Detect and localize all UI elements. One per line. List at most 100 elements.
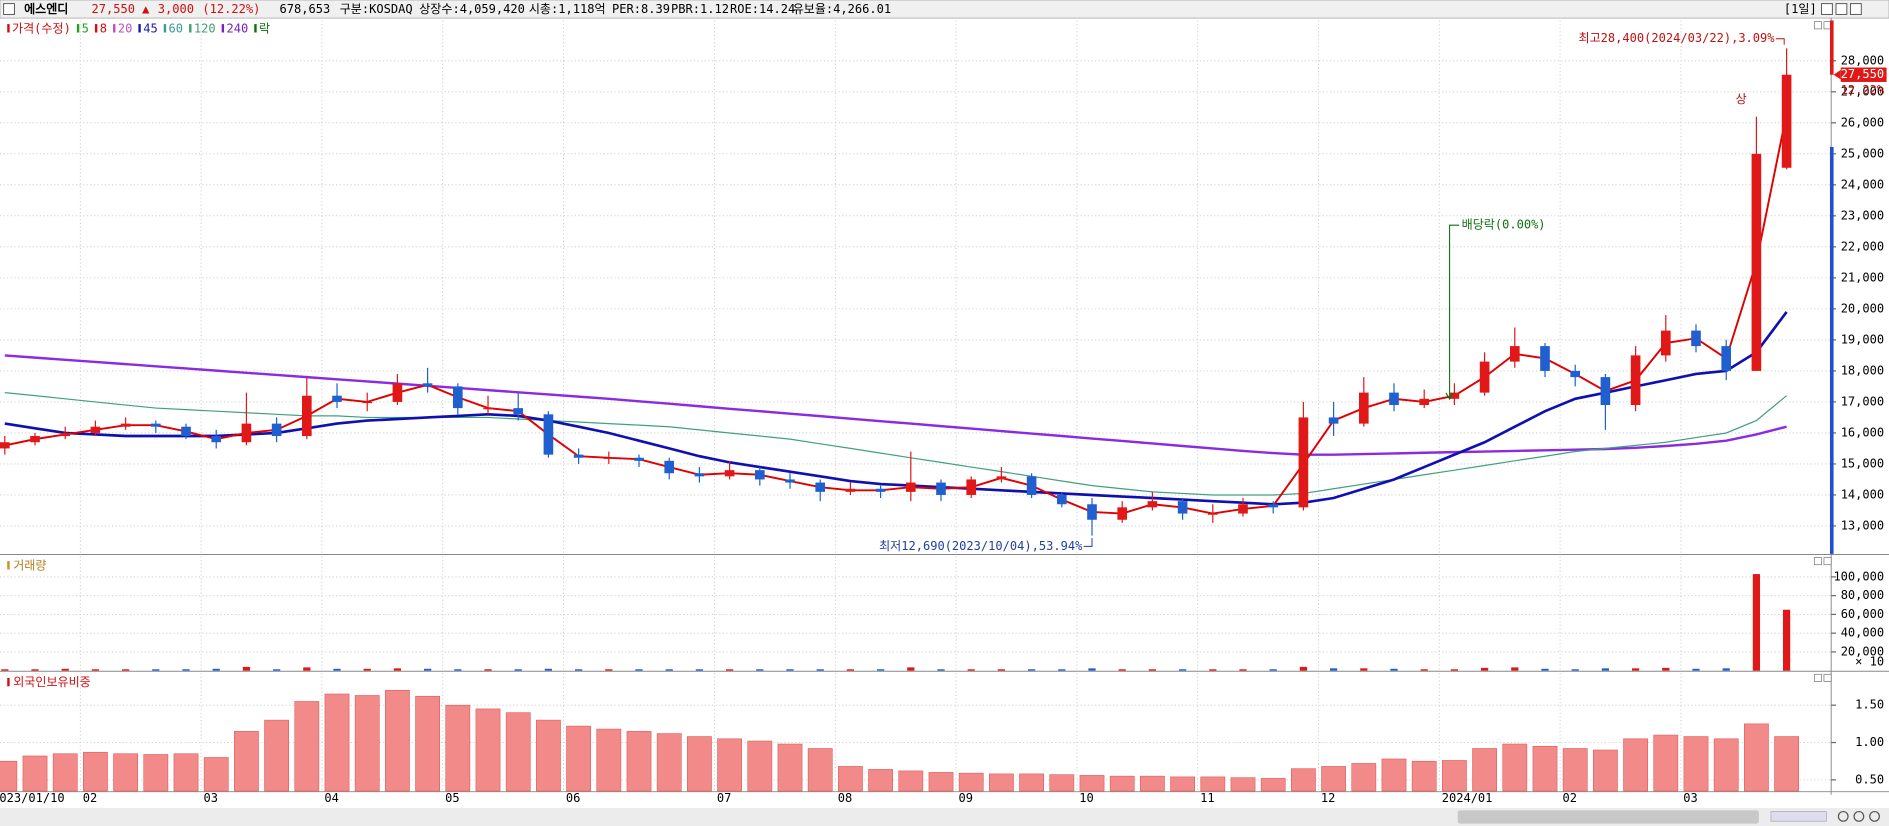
bar [273,669,281,671]
legend-label: 60 [169,21,184,35]
legend-swatch [7,677,10,687]
bar [596,728,622,792]
y-tick-label: 21,000 [1841,270,1884,284]
bar [61,668,69,671]
bar [1140,775,1165,792]
bar [937,669,945,671]
bar [113,753,138,792]
x-tick-label: 03 [1683,791,1698,805]
bar [1230,777,1256,792]
bar [1299,666,1308,671]
zoom-out-button[interactable] [1837,810,1849,822]
y-tick-label: 100,000 [1833,569,1884,583]
close-button[interactable] [1849,3,1862,15]
candle-body [452,386,463,409]
bar [868,769,893,792]
bar [725,669,734,671]
bar [1351,763,1377,792]
x-tick-label: 08 [838,791,853,805]
bar [324,693,350,792]
legend-label: 45 [143,21,158,35]
bar [566,725,591,792]
bar [1744,723,1769,792]
change-arrow: ▲ [142,2,150,16]
bar [1321,766,1346,792]
candle-body [1056,494,1067,505]
bar [928,772,954,792]
volume: 678,653 [279,2,330,16]
period-button[interactable]: [1일] [1784,2,1817,16]
bar [423,668,432,671]
bar [1713,738,1739,792]
candle-body [1449,392,1460,399]
x-tick-label: 03 [204,791,219,805]
last-price-label: 27,550 [1841,67,1884,81]
candle-body [211,436,222,443]
bar [656,733,682,792]
bar [876,669,885,671]
last-price-box [1840,67,1887,82]
bar [989,773,1014,792]
bar [1532,745,1558,792]
candle-body [1298,417,1309,508]
bar [1269,669,1277,671]
candle-body [513,408,524,415]
x-tick-label: 12 [1321,791,1336,805]
bar [1058,669,1066,671]
high-annotation: 최고28,400(2024/03/22),3.09% [1579,31,1776,45]
bar [777,743,803,792]
candle-body [1026,476,1037,495]
y-tick-label: 20,000 [1841,644,1884,658]
bar [1782,609,1791,671]
candle-body [392,383,403,402]
legend-label: 240 [226,21,248,35]
candle-body [181,426,191,437]
scrollbar[interactable] [0,807,1889,826]
moving-average-line [4,354,1787,456]
legend-swatch [7,561,10,570]
y-tick-label: 18,000 [1841,363,1884,377]
panel-title: 거래량 [13,558,46,572]
bar [242,666,251,671]
candle-body [1660,330,1671,356]
legend-label: 5 [82,21,89,35]
y-tick-label: 1.50 [1855,698,1884,712]
maximize-button[interactable] [1835,3,1848,15]
stock-name: 에스엔디 [24,1,68,16]
candle-body [1177,501,1188,514]
bar [393,668,402,671]
zoom-reset-button[interactable] [1853,810,1865,822]
candle-body [1147,501,1158,508]
moving-average-line [4,113,1788,515]
candle-body [332,395,342,402]
bar [635,669,643,671]
panel-toggle [1813,673,1822,682]
pbr: PBR:1.12 [671,2,729,16]
limit-up-marker: 상 [1736,92,1747,106]
bar [91,669,100,671]
bar [544,668,553,671]
x-tick-label: 11 [1200,791,1215,805]
bar [898,770,924,792]
bar [203,757,229,792]
minimize-button[interactable] [1821,3,1833,15]
bar [173,753,199,792]
x-tick-label: 02 [1563,791,1578,805]
y-tick-label: 20,000 [1841,301,1884,315]
candle-body [150,423,161,427]
candle-body [603,457,614,459]
candle-body [1509,346,1520,362]
bar [756,669,764,671]
bar [967,669,975,671]
dividend-arrowhead [1445,392,1454,401]
legend-label: 20 [118,21,133,35]
legend-label: 120 [194,21,216,35]
zoom-slider[interactable] [1770,811,1827,822]
scroll-thumb[interactable] [1457,810,1759,824]
bar [1653,734,1679,792]
window-icon[interactable] [3,3,15,15]
candle-body [1328,417,1339,424]
panel-toggle [1813,21,1822,30]
candle-body [120,423,131,427]
zoom-in-button[interactable] [1869,810,1880,822]
